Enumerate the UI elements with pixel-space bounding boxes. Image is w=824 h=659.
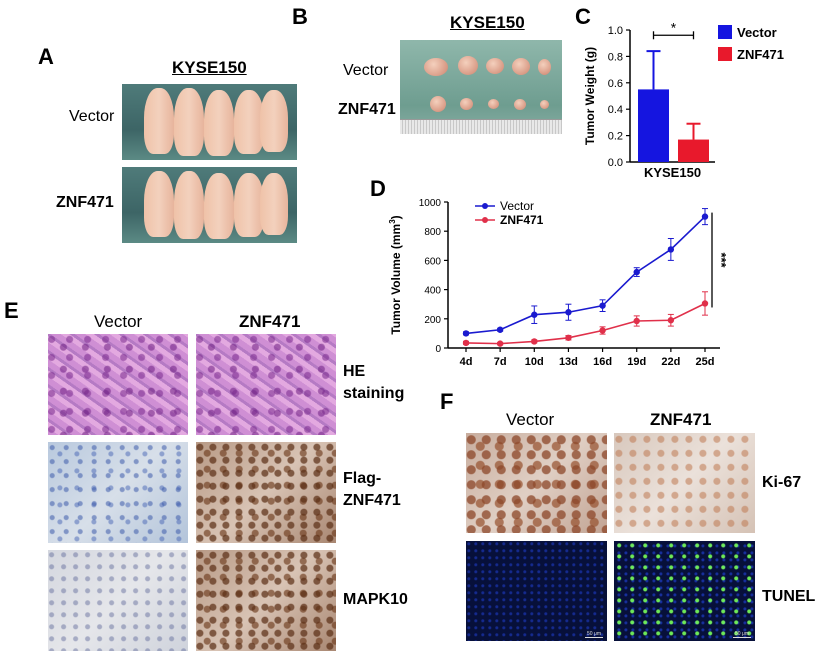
data-point-znf471 <box>633 317 640 325</box>
data-point-znf471 <box>496 340 504 347</box>
mapk10-znf471 <box>196 550 336 651</box>
data-point-vector <box>701 213 709 220</box>
y-tick-label: 400 <box>424 286 441 297</box>
data-point-znf471 <box>531 338 538 345</box>
tumor-volume-chart: 0 200 400 600 800 1000 4d 7d 10d 13d 16d 19d 22d 25d T… <box>388 198 729 368</box>
mapk10-vector <box>48 550 188 651</box>
panel-b-row-label-znf471: ZNF471 <box>338 101 396 118</box>
panel-f-letter: F <box>440 389 454 414</box>
mice-photo-znf471 <box>122 167 297 243</box>
series-line-vector <box>465 216 706 335</box>
y-tick-label: 800 <box>424 227 441 238</box>
y-tick-label: 0.0 <box>608 157 623 169</box>
tunel-vector: 50 μm <box>466 541 607 641</box>
data-point-znf471 <box>565 334 572 341</box>
data-point-vector <box>599 302 606 309</box>
data-point-znf471 <box>599 327 606 334</box>
data-point-vector <box>531 311 538 318</box>
legend-marker-znf471 <box>482 217 488 223</box>
panel-d-letter: D <box>370 176 386 201</box>
x-tick-label: 16d <box>593 356 612 368</box>
tumor-weight-chart: 0.0 0.2 0.4 0.6 0.8 1.0 Tumor Weight (g) * KYSE1… <box>583 20 784 180</box>
y-tick-label: 1000 <box>419 198 442 209</box>
panel-a-letter: A <box>38 44 54 69</box>
panel-e-letter: E <box>4 298 19 323</box>
legend-swatch-vector <box>718 25 732 39</box>
data-point-znf471 <box>701 300 709 307</box>
legend-label-znf471: ZNF471 <box>737 47 784 62</box>
panel-b-row-label-vector: Vector <box>343 62 389 79</box>
legend-label-vector: Vector <box>500 199 534 213</box>
y-axis-label: Tumor Volume (mm3) <box>388 215 403 334</box>
scale-bar: 50 μm <box>585 631 603 638</box>
x-tick-label: 25d <box>696 356 715 368</box>
legend-label-vector: Vector <box>737 25 777 40</box>
he-staining-label: HE staining <box>343 363 405 402</box>
ki67-vector <box>466 433 607 533</box>
data-point-vector <box>496 326 504 333</box>
x-tick-label: 7d <box>494 356 507 368</box>
legend-label-znf471: ZNF471 <box>500 213 544 227</box>
panel-f-col-label-znf471: ZNF471 <box>650 410 712 429</box>
x-tick-label: 4d <box>460 356 473 368</box>
panel-f-col-label-vector: Vector <box>506 410 555 429</box>
panel-b-letter: B <box>292 4 308 29</box>
x-tick-label: 22d <box>661 356 680 368</box>
ki67-znf471 <box>614 433 755 533</box>
y-axis-label: Tumor Weight (g) <box>583 47 597 145</box>
y-tick-label: 0.8 <box>608 51 623 63</box>
data-point-znf471 <box>462 339 470 347</box>
panel-e-col-label-znf471: ZNF471 <box>239 312 301 331</box>
mice-photo-vector <box>122 84 297 160</box>
x-tick-label: 10d <box>525 356 544 368</box>
bar-znf471 <box>678 139 709 162</box>
significance-marker: * <box>671 20 677 35</box>
x-tick-label: KYSE150 <box>644 165 701 180</box>
flag-znf471-vector <box>48 442 188 543</box>
flag-znf471-label: Flag- ZNF471 <box>343 470 401 509</box>
x-tick-label: 19d <box>627 356 646 368</box>
y-tick-label: 600 <box>424 256 441 267</box>
data-point-znf471 <box>667 317 675 324</box>
y-tick-label: 0.6 <box>608 78 623 90</box>
legend-swatch-znf471 <box>718 47 732 61</box>
data-point-vector <box>462 330 470 337</box>
data-point-vector <box>633 268 640 276</box>
y-tick-label: 1.0 <box>608 25 623 37</box>
tumor-photo <box>400 40 562 134</box>
x-tick-label: 13d <box>559 356 578 368</box>
legend-marker-vector <box>482 203 488 209</box>
panel-a-title: KYSE150 <box>172 58 247 77</box>
tunel-label: TUNEL <box>762 588 816 605</box>
he-stain-znf471 <box>196 334 336 435</box>
y-tick-label: 0.2 <box>608 131 623 143</box>
he-stain-vector <box>48 334 188 435</box>
tunel-znf471: 50 μm <box>614 541 755 641</box>
y-tick-label: 0.4 <box>608 104 623 116</box>
data-point-vector <box>667 246 675 253</box>
y-tick-label: 0 <box>435 344 441 355</box>
panel-a-row-label-vector: Vector <box>69 108 115 125</box>
significance-marker: *** <box>714 252 729 268</box>
panel-c-letter: C <box>575 4 591 29</box>
ki67-label: Ki-67 <box>762 474 802 491</box>
flag-znf471-znf471 <box>196 442 336 543</box>
panel-e-col-label-vector: Vector <box>94 312 143 331</box>
y-tick-label: 200 <box>424 315 441 326</box>
panel-a-row-label-znf471: ZNF471 <box>56 194 114 211</box>
panel-b-title: KYSE150 <box>450 13 525 32</box>
mapk10-label: MAPK10 <box>343 591 408 608</box>
scale-bar: 50 μm <box>733 631 751 638</box>
data-point-vector <box>565 309 572 316</box>
bar-vector <box>638 89 669 162</box>
series-line-znf471 <box>465 302 706 345</box>
